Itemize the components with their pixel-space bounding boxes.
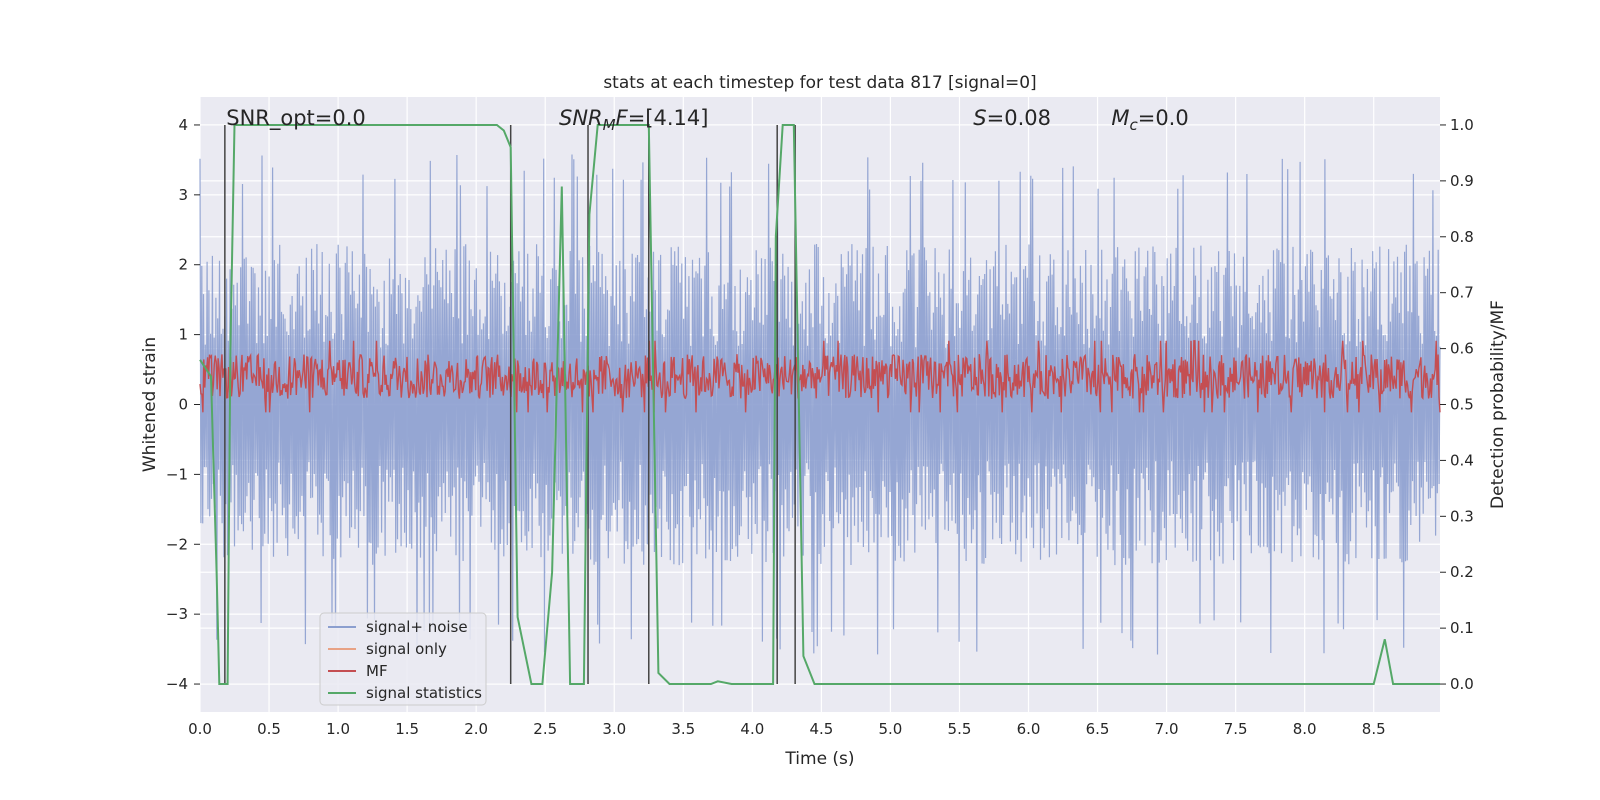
y-tick-label-right: 0.9 (1450, 172, 1474, 190)
mf-series (199, 340, 1441, 413)
x-tick-label: 5.0 (878, 720, 902, 738)
y-axis-label-right: Detection probability/MF (1488, 300, 1508, 509)
signal-noise-series (199, 154, 1441, 655)
x-tick-label: 7.0 (1155, 720, 1179, 738)
y-tick-label-right: 0.3 (1450, 507, 1474, 525)
ticks: 0.0 0.5 1.0 1.5 2.0 2.5 3.0 3.5 4.0 4.5 5.0 5.5 6.0 6… (166, 116, 1474, 738)
legend-label: MF (366, 662, 388, 680)
y-tick-label-right: 0.5 (1450, 396, 1474, 414)
y-tick-label-right: 0.1 (1450, 619, 1474, 637)
x-tick-label: 8.5 (1362, 720, 1386, 738)
x-axis-label: Time (s) (784, 749, 854, 769)
signal-statistics-series (199, 124, 1440, 685)
x-tick-label: 3.5 (671, 720, 695, 738)
legend-label: signal only (366, 640, 447, 658)
annotation: Mc=0.0 (1111, 106, 1188, 134)
y-tick-label-left: −4 (166, 675, 188, 693)
legend: signal+ noise signal only MF signal statist… (319, 612, 487, 706)
x-tick-label: 0.5 (257, 720, 281, 738)
legend-label: signal statistics (366, 684, 482, 702)
x-tick-label: 3.0 (602, 720, 626, 738)
chart-title: stats at each timestep for test data 817… (603, 73, 1036, 93)
x-tick-label: 8.0 (1293, 720, 1317, 738)
x-tick-label: 2.5 (533, 720, 557, 738)
y-tick-label-right: 0.8 (1450, 228, 1474, 246)
signal-noise-line (199, 154, 1441, 655)
x-tick-label: 4.0 (740, 720, 764, 738)
y-tick-label-left: 4 (178, 116, 188, 134)
x-tick-label: 2.0 (464, 720, 488, 738)
x-tick-label: 6.0 (1017, 720, 1041, 738)
y-tick-label-right: 0.4 (1450, 451, 1474, 469)
y-tick-label-left: 0 (178, 396, 188, 414)
mf-line (199, 340, 1441, 413)
x-tick-label: 5.5 (948, 720, 972, 738)
x-tick-label: 1.0 (326, 720, 350, 738)
y-tick-label-left: 3 (178, 186, 188, 204)
y-axis-label-left: Whitened strain (140, 337, 160, 472)
legend-box (319, 612, 487, 706)
y-tick-label-left: 2 (178, 256, 188, 274)
signal-statistics-line (199, 124, 1440, 685)
legend-label: signal+ noise (366, 618, 468, 636)
annotation: S=0.08 (973, 106, 1051, 130)
annotation: SNRMF=[4.14] (559, 106, 708, 134)
y-tick-label-left: −1 (166, 465, 188, 483)
y-tick-label-left: −3 (166, 605, 188, 623)
y-tick-label-left: −2 (166, 535, 188, 553)
y-tick-label-right: 0.7 (1450, 284, 1474, 302)
x-tick-label: 0.0 (188, 720, 212, 738)
x-tick-label: 7.5 (1224, 720, 1248, 738)
y-tick-label-right: 0.2 (1450, 563, 1474, 581)
x-tick-label: 1.5 (395, 720, 419, 738)
x-tick-label: 6.5 (1086, 720, 1110, 738)
annotations: SNR_opt=0.0 SNRMF=[4.14] S=0.08 Mc=0.0 (226, 106, 1188, 134)
y-tick-label-right: 0.6 (1450, 340, 1474, 358)
y-tick-label-left: 1 (178, 326, 188, 344)
annotation: SNR_opt=0.0 (226, 106, 366, 131)
y-tick-label-right: 0.0 (1450, 675, 1474, 693)
x-tick-label: 4.5 (809, 720, 833, 738)
y-tick-label-right: 1.0 (1450, 116, 1474, 134)
